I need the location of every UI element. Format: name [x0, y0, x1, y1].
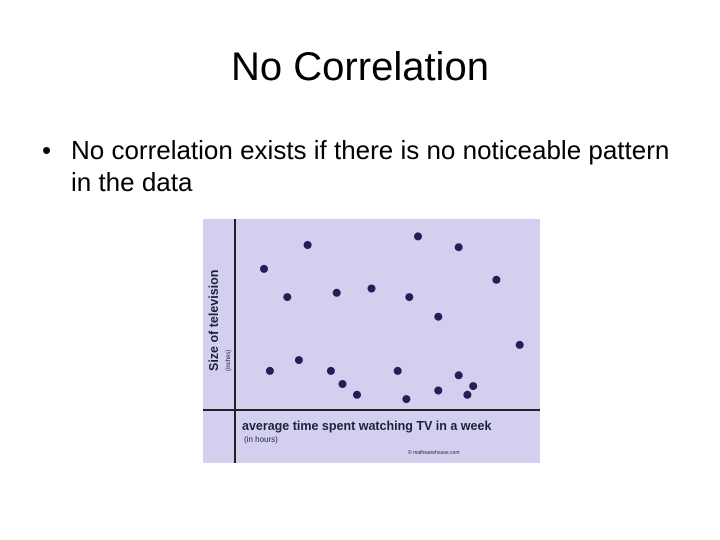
scatter-point-12 [405, 293, 414, 302]
scatter-point-16 [434, 312, 443, 321]
scatter-point-10 [367, 284, 376, 293]
scatter-point-18 [454, 371, 463, 380]
scatter-point-22 [515, 340, 524, 349]
scatter-point-17 [454, 243, 463, 252]
scatter-point-9 [353, 390, 361, 399]
scatter-point-5 [303, 241, 312, 249]
scatter-chart-svg: average time spent watching TV in a week… [203, 219, 540, 463]
scatter-point-3 [283, 293, 292, 302]
scatter-point-4 [294, 356, 303, 365]
chart-credit: © mathwarehouse.com [408, 449, 459, 456]
scatter-point-20 [469, 382, 478, 391]
bullet-dot-icon: • [42, 135, 52, 165]
slide-title: No Correlation [231, 45, 489, 89]
scatter-chart: average time spent watching TV in a week… [203, 219, 540, 463]
bullet-text: No correlation exists if there is no not… [71, 135, 670, 197]
scatter-point-8 [338, 380, 347, 388]
scatter-point-15 [434, 386, 443, 395]
scatter-point-19 [463, 390, 472, 399]
scatter-point-2 [265, 366, 274, 375]
scatter-point-1 [260, 264, 268, 273]
scatter-point-21 [492, 275, 501, 284]
scatter-point-14 [414, 232, 422, 241]
points-layer [260, 232, 524, 404]
y-axis-label: Size of television [207, 270, 221, 371]
x-axis-label: average time spent watching TV in a week [242, 419, 491, 433]
x-axis-sublabel: (in hours) [244, 435, 278, 444]
scatter-point-11 [393, 366, 402, 375]
bullet-item: • No correlation exists if there is no n… [42, 134, 682, 198]
scatter-point-7 [332, 288, 341, 297]
y-axis-sublabel: (inches) [226, 350, 232, 371]
scatter-point-6 [326, 366, 335, 375]
scatter-point-13 [402, 395, 411, 404]
